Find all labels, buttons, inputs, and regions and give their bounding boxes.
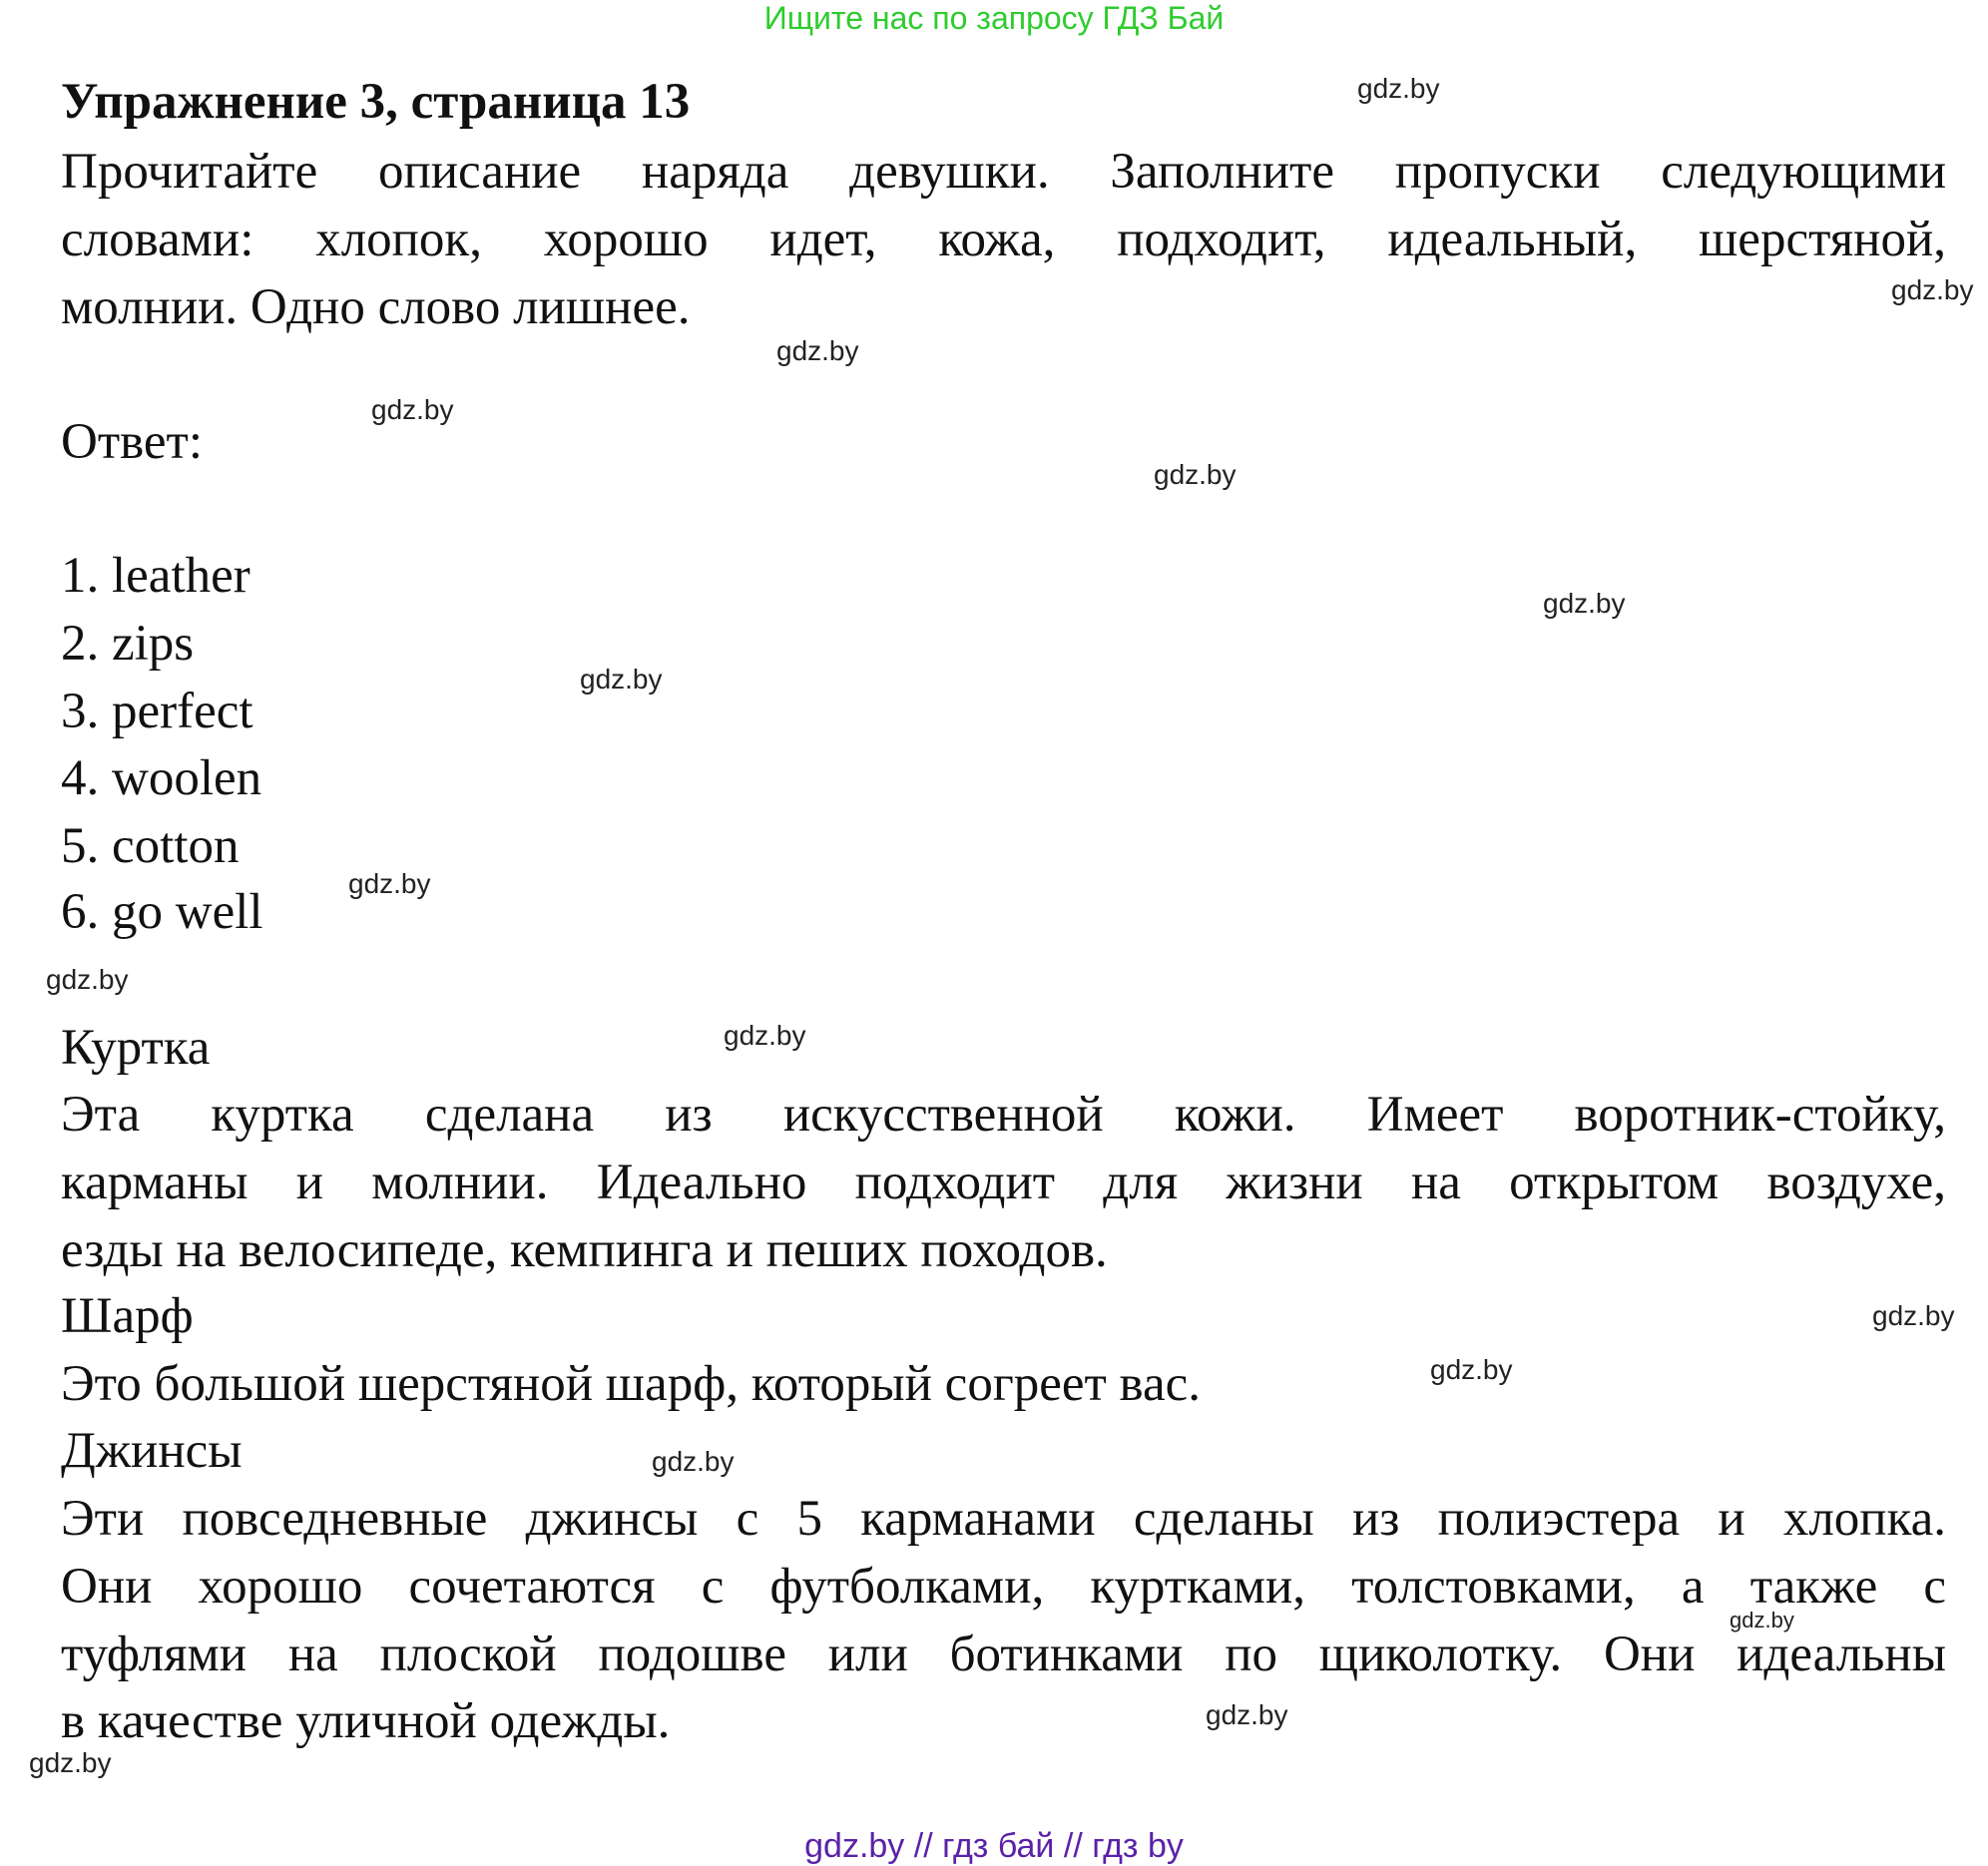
watermark: gdz.by <box>1891 274 1974 305</box>
answer-item: 2. zips <box>61 616 195 672</box>
answer-label: Ответ: <box>61 414 203 470</box>
jeans-text-line: в качестве уличной одежды. <box>61 1693 671 1749</box>
watermark: gdz.by <box>1730 1608 1794 1633</box>
section-heading-jeans: Джинсы <box>61 1423 243 1479</box>
watermark: gdz.by <box>371 394 454 425</box>
watermark: gdz.by <box>1543 588 1626 619</box>
watermark: gdz.by <box>46 964 129 995</box>
jacket-text-line: езды на велосипеде, кемпинга и пеших пох… <box>61 1222 1108 1278</box>
section-heading-jacket: Куртка <box>61 1020 211 1076</box>
watermark: gdz.by <box>1430 1354 1513 1385</box>
jacket-text-line: Эта куртка сделана из искусственной кожи… <box>61 1087 1946 1143</box>
watermark: gdz.by <box>1872 1300 1955 1331</box>
jacket-text-line: карманы и молнии. Идеально подходит для … <box>61 1155 1946 1210</box>
instruction-line: словами: хлопок, хорошо идет, кожа, подх… <box>61 212 1946 267</box>
watermark: gdz.by <box>580 664 663 695</box>
answer-item: 5. cotton <box>61 818 240 874</box>
scarf-text-line: Это большой шерстяной шарф, который согр… <box>61 1356 1201 1412</box>
instruction-line: молнии. Одно слово лишнее. <box>61 279 691 335</box>
answer-item: 4. woolen <box>61 750 262 806</box>
watermark: gdz.by <box>1357 73 1440 104</box>
answer-item: 1. leather <box>61 548 250 604</box>
watermark: gdz.by <box>776 335 859 366</box>
jeans-text-line: туфлями на плоской подошве или ботинками… <box>61 1627 1946 1682</box>
page-title: Упражнение 3, страница 13 <box>61 74 691 130</box>
answer-item: 3. perfect <box>61 684 253 739</box>
top-banner: Ищите нас по запросу ГДЗ Бай <box>763 0 1225 36</box>
watermark: gdz.by <box>652 1446 735 1477</box>
watermark: gdz.by <box>1206 1699 1288 1730</box>
jeans-text-line: Они хорошо сочетаются с футболками, курт… <box>61 1559 1946 1615</box>
instruction-line: Прочитайте описание наряда девушки. Запо… <box>61 144 1946 200</box>
bottom-site-links[interactable]: gdz.by // гдз бай // гдз by <box>804 1827 1184 1865</box>
watermark: gdz.by <box>1154 459 1237 490</box>
jeans-text-line: Эти повседневные джинсы с 5 карманами сд… <box>61 1491 1946 1547</box>
watermark: gdz.by <box>724 1020 806 1051</box>
answer-item: 6. go well <box>61 884 263 940</box>
watermark: gdz.by <box>29 1747 112 1778</box>
watermark: gdz.by <box>348 868 431 899</box>
section-heading-scarf: Шарф <box>61 1288 194 1344</box>
